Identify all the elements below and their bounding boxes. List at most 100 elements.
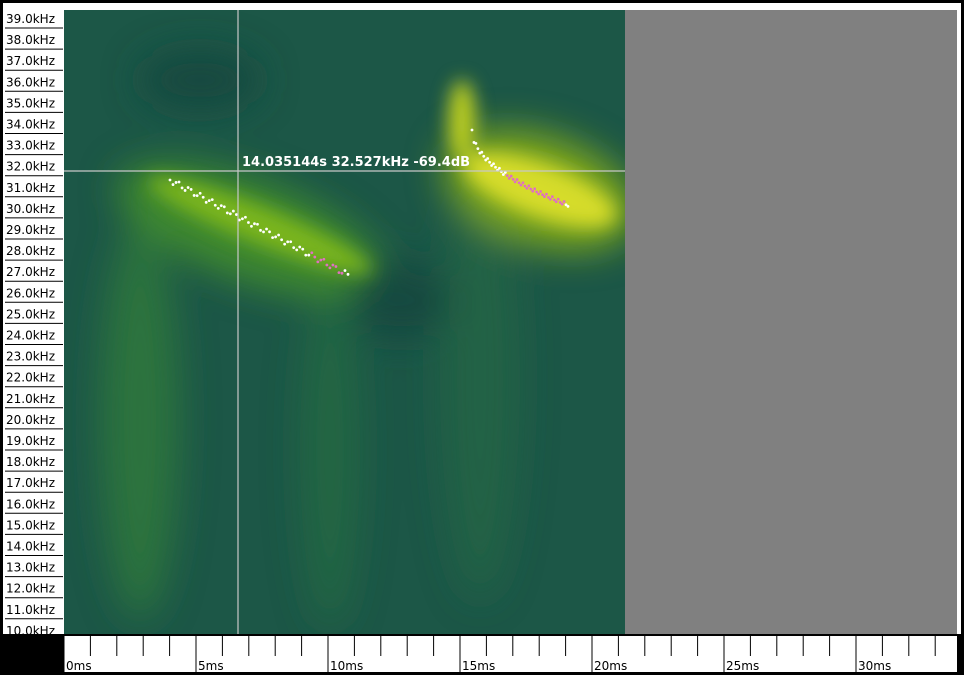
call-point: [310, 251, 313, 254]
call-point: [537, 193, 540, 196]
x-tick-label: 20ms: [594, 659, 627, 673]
call-point: [543, 195, 546, 198]
x-tick-label: 30ms: [858, 659, 891, 673]
call-point: [471, 129, 474, 132]
call-point: [510, 175, 513, 178]
call-point: [549, 198, 552, 201]
call-point: [274, 236, 277, 239]
call-point: [181, 187, 184, 190]
call-point: [307, 254, 310, 257]
call-point: [265, 228, 268, 231]
y-tick-label: 30.0kHz: [6, 202, 55, 216]
call-point: [551, 195, 554, 198]
call-point: [250, 225, 253, 228]
call-point: [508, 177, 511, 180]
call-point: [567, 205, 570, 208]
call-point: [199, 192, 202, 195]
call-point: [226, 212, 229, 215]
y-tick-label: 25.0kHz: [6, 307, 55, 321]
call-point: [235, 213, 238, 216]
y-tick-label: 35.0kHz: [6, 96, 55, 110]
call-point: [301, 248, 304, 251]
call-point: [529, 188, 532, 191]
y-tick-label: 31.0kHz: [6, 181, 55, 195]
call-point: [298, 246, 301, 249]
x-tick-label: 25ms: [726, 659, 759, 673]
y-tick-label: 19.0kHz: [6, 434, 55, 448]
call-point: [488, 161, 491, 164]
y-tick-label: 24.0kHz: [6, 329, 55, 343]
call-point: [193, 194, 196, 197]
spectrogram-window: 14.035144s 32.527kHz -69.4dB 39.0kHz 38.0…: [0, 0, 964, 675]
call-point: [271, 236, 274, 239]
y-tick-label: 21.0kHz: [6, 392, 55, 406]
call-point: [196, 194, 199, 197]
call-point: [214, 204, 217, 207]
y-tick-label: 16.0kHz: [6, 497, 55, 511]
call-point: [190, 188, 193, 191]
call-point: [476, 147, 479, 150]
call-point: [512, 178, 515, 181]
y-tick-label: 17.0kHz: [6, 476, 55, 490]
call-point: [480, 151, 483, 154]
call-point: [492, 162, 495, 165]
call-point: [522, 181, 525, 184]
call-point: [211, 198, 214, 201]
y-tick-label: 11.0kHz: [6, 603, 55, 617]
call-point: [184, 189, 187, 192]
call-point: [241, 217, 244, 220]
call-point: [533, 187, 536, 190]
call-point: [527, 184, 530, 187]
call-point: [280, 238, 283, 241]
call-point: [175, 181, 178, 184]
call-point: [268, 230, 271, 233]
call-point: [332, 264, 335, 267]
y-tick-label: 18.0kHz: [6, 455, 55, 469]
call-point: [289, 240, 292, 243]
call-point: [319, 259, 322, 262]
call-point: [561, 203, 564, 206]
y-tick-label: 33.0kHz: [6, 139, 55, 153]
call-point: [277, 234, 280, 237]
call-point: [531, 190, 534, 193]
call-point: [208, 199, 211, 202]
call-point: [286, 240, 289, 243]
y-tick-label: 34.0kHz: [6, 118, 55, 132]
call-point: [172, 183, 175, 186]
call-point: [232, 210, 235, 213]
y-tick-label: 23.0kHz: [6, 350, 55, 364]
call-point: [518, 181, 521, 184]
spectrogram: [64, 10, 652, 634]
call-point: [335, 265, 338, 268]
empty-area: [625, 10, 957, 634]
call-point: [344, 269, 347, 272]
call-point: [316, 260, 319, 263]
y-tick-label: 28.0kHz: [6, 244, 55, 258]
call-point: [516, 178, 519, 181]
call-point: [545, 193, 548, 196]
call-point: [486, 157, 489, 160]
call-point: [223, 205, 226, 208]
y-tick-label: 39.0kHz: [6, 12, 55, 26]
call-point: [557, 198, 560, 201]
y-tick-label: 37.0kHz: [6, 54, 55, 68]
call-point: [535, 191, 538, 194]
y-tick-label: 27.0kHz: [6, 265, 55, 279]
call-point: [205, 201, 208, 204]
call-point: [217, 207, 220, 210]
y-tick-label: 38.0kHz: [6, 33, 55, 47]
cursor-readout: 14.035144s 32.527kHz -69.4dB: [242, 155, 470, 170]
y-tick-label: 36.0kHz: [6, 75, 55, 89]
x-tick-label: 5ms: [198, 659, 224, 673]
call-point: [256, 223, 259, 226]
call-point: [202, 196, 205, 199]
call-point: [178, 181, 181, 184]
call-point: [506, 174, 509, 177]
call-point: [514, 180, 517, 183]
call-point: [322, 258, 325, 261]
call-point: [253, 222, 256, 225]
y-tick-label: 22.0kHz: [6, 371, 55, 385]
x-tick-label: 0ms: [66, 659, 92, 673]
y-tick-label: 20.0kHz: [6, 413, 55, 427]
call-point: [313, 256, 316, 259]
